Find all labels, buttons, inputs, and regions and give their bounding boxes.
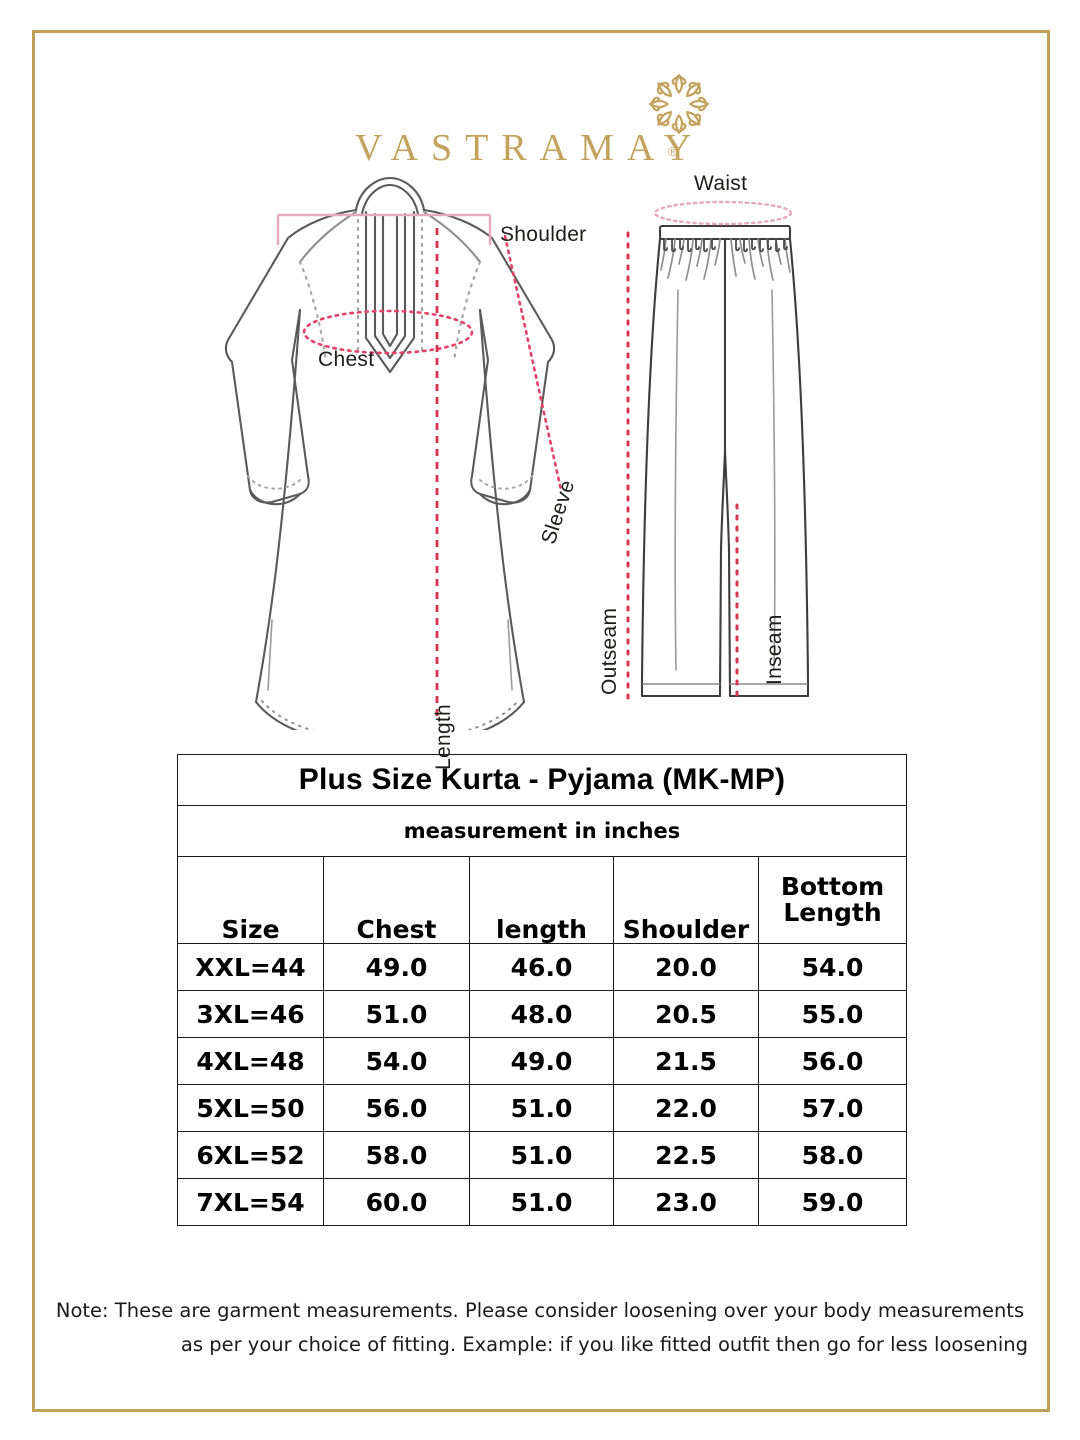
shoulder-guide-bracket [276, 213, 492, 245]
table-row: XXL=44 49.0 46.0 20.0 54.0 [177, 943, 907, 991]
cell-bottom-length: 59.0 [758, 1178, 907, 1226]
cell-size: 6XL=52 [177, 1131, 324, 1179]
cell-bottom-length: 55.0 [758, 990, 907, 1038]
size-chart-table: Plus Size Kurta - Pyjama (MK-MP) measure… [177, 754, 907, 1226]
cell-shoulder: 22.5 [613, 1131, 759, 1179]
cell-length: 48.0 [469, 990, 614, 1038]
cell-length: 51.0 [469, 1131, 614, 1179]
chest-guide-ellipse [302, 309, 474, 355]
cell-chest: 56.0 [323, 1084, 470, 1132]
label-outseam: Outseam [598, 607, 621, 695]
footer-note: Note: These are garment measurements. Pl… [52, 1294, 1028, 1362]
label-inseam: Inseam [763, 614, 786, 685]
cell-chest: 49.0 [323, 943, 470, 991]
garment-diagrams-svg [224, 176, 810, 730]
cell-shoulder: 22.0 [613, 1084, 759, 1132]
column-header-chest: Chest [323, 856, 470, 944]
cell-chest: 60.0 [323, 1178, 470, 1226]
cell-size: XXL=44 [177, 943, 324, 991]
cell-bottom-length: 58.0 [758, 1131, 907, 1179]
table-row: 6XL=52 58.0 51.0 22.5 58.0 [177, 1131, 907, 1179]
cell-bottom-length: 56.0 [758, 1037, 907, 1085]
cell-size: 7XL=54 [177, 1178, 324, 1226]
table-title: Plus Size Kurta - Pyjama (MK-MP) [177, 754, 907, 806]
cell-shoulder: 21.5 [613, 1037, 759, 1085]
sleeve-guide-line [503, 234, 563, 492]
table-title-row: Plus Size Kurta - Pyjama (MK-MP) [177, 754, 907, 806]
waist-guide-ellipse [653, 200, 793, 226]
table-subtitle-row: measurement in inches [177, 805, 907, 857]
brand-wordmark: VASTRAMAY [355, 127, 705, 169]
kurta-front-view [224, 176, 556, 730]
table-row: 4XL=48 54.0 49.0 21.5 56.0 [177, 1037, 907, 1085]
table-row: 3XL=46 51.0 48.0 20.5 55.0 [177, 990, 907, 1038]
label-shoulder: Shoulder [500, 223, 587, 246]
cell-size: 3XL=46 [177, 990, 324, 1038]
cell-chest: 51.0 [323, 990, 470, 1038]
table-header-row: Size Chest length Shoulder Bottom Length [177, 856, 907, 944]
eight-point-floral-star-icon [648, 73, 710, 135]
label-chest: Chest [318, 348, 375, 371]
registered-trademark-mark: ® [668, 144, 678, 159]
cell-size: 5XL=50 [177, 1084, 324, 1132]
cell-length: 51.0 [469, 1084, 614, 1132]
cell-bottom-length: 54.0 [758, 943, 907, 991]
footer-note-line-2: as per your choice of fitting. Example: … [180, 1333, 1028, 1357]
column-header-shoulder: Shoulder [613, 856, 759, 944]
cell-shoulder: 20.0 [613, 943, 759, 991]
cell-length: 46.0 [469, 943, 614, 991]
table-row: 5XL=50 56.0 51.0 22.0 57.0 [177, 1084, 907, 1132]
cell-bottom-length: 57.0 [758, 1084, 907, 1132]
column-header-length: length [469, 856, 614, 944]
cell-length: 51.0 [469, 1178, 614, 1226]
column-header-size: Size [177, 856, 324, 944]
pyjama-front-view [640, 224, 810, 698]
cell-chest: 54.0 [323, 1037, 470, 1085]
label-waist: Waist [694, 172, 748, 195]
column-header-bottom-length: Bottom Length [758, 856, 907, 944]
cell-size: 4XL=48 [177, 1037, 324, 1085]
cell-chest: 58.0 [323, 1131, 470, 1179]
measurement-illustrations: Shoulder Chest Sleeve Length Waist Outse… [0, 150, 1080, 770]
table-body: XXL=44 49.0 46.0 20.0 54.0 3XL=46 51.0 48.0 20.5… [177, 943, 907, 1226]
table-subtitle: measurement in inches [177, 805, 907, 857]
table-row: 7XL=54 60.0 51.0 23.0 59.0 [177, 1178, 907, 1226]
cell-shoulder: 23.0 [613, 1178, 759, 1226]
size-chart-table-wrap: Plus Size Kurta - Pyjama (MK-MP) measure… [177, 754, 907, 1226]
brand-header: VASTRAMAY ® [0, 40, 1080, 169]
cell-length: 49.0 [469, 1037, 614, 1085]
cell-shoulder: 20.5 [613, 990, 759, 1038]
footer-note-line-1: Note: These are garment measurements. Pl… [55, 1299, 1025, 1322]
